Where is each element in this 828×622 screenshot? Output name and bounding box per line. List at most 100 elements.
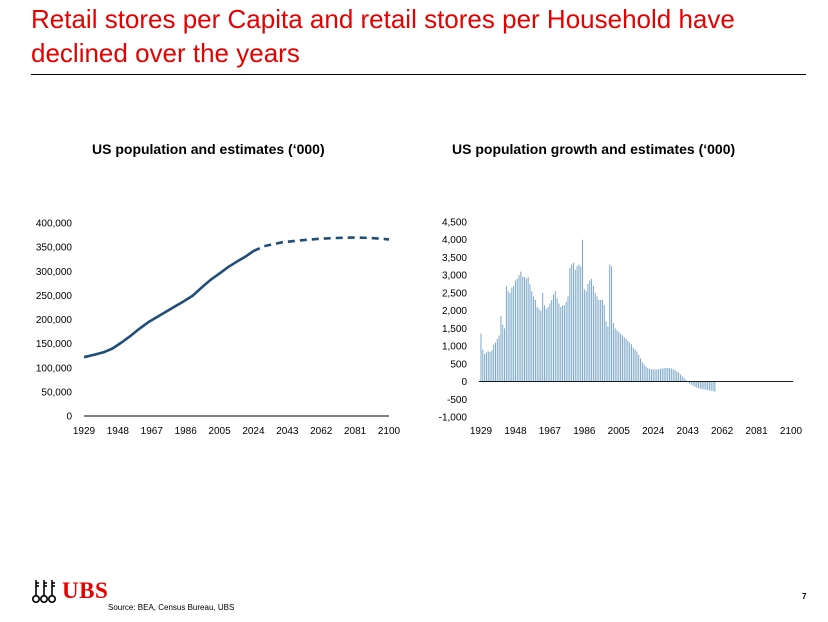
growth-bar [511, 287, 513, 382]
x-tick-label: 1948 [504, 426, 527, 437]
y-tick-label: 1,000 [442, 342, 467, 353]
growth-bar [634, 349, 636, 382]
growth-bar [485, 352, 487, 382]
growth-bar [647, 368, 649, 382]
growth-bar [589, 280, 591, 382]
y-tick-label: 0 [66, 412, 72, 423]
growth-bar [558, 303, 560, 382]
growth-bar [712, 381, 714, 392]
y-tick-label: 400,000 [36, 219, 73, 230]
growth-bar [598, 300, 600, 382]
growth-bar [491, 350, 493, 382]
growth-bar [665, 368, 667, 382]
growth-bar [605, 321, 607, 382]
growth-bar [645, 366, 647, 382]
growth-bar [632, 347, 634, 382]
population-line-chart: 0 50,000 100,000 150,000 200,000 250,000 300,0… [36, 219, 401, 438]
growth-bar [688, 381, 690, 384]
growth-bar [567, 296, 569, 382]
x-tick-label: 2024 [642, 426, 665, 437]
growth-bar [640, 358, 642, 382]
growth-bar [636, 351, 638, 382]
y-tick-label: 350,000 [36, 243, 73, 254]
growth-bar [509, 292, 511, 382]
growth-bar [698, 381, 700, 389]
growth-bar [708, 381, 710, 391]
x-tick-label: 2062 [310, 426, 333, 437]
growth-bar [592, 285, 594, 382]
headline-divider [31, 74, 806, 75]
growth-bar [676, 371, 678, 382]
growth-bar [625, 339, 627, 382]
growth-bar [554, 291, 556, 382]
growth-bar [556, 298, 558, 382]
growth-bar [583, 289, 585, 382]
x-tick-label: 2043 [276, 426, 299, 437]
growth-bar [547, 307, 549, 382]
growth-bar [621, 335, 623, 382]
growth-bar [543, 305, 545, 382]
growth-bar [690, 381, 692, 385]
y-tick-label: 2,000 [442, 306, 467, 317]
y-tick-label: 0 [461, 377, 467, 388]
growth-bar [572, 262, 574, 382]
chart-title-population: US population and estimates (‘000) [92, 141, 325, 157]
slide-headline: Retail stores per Capita and retail stor… [31, 4, 735, 68]
growth-bar [538, 308, 540, 382]
growth-bar [578, 264, 580, 382]
growth-bar [618, 331, 620, 382]
growth-bar [582, 239, 584, 382]
y-tick-label: 500 [450, 359, 467, 370]
growth-bar [513, 285, 515, 382]
growth-bar [545, 308, 547, 382]
ubs-logo: UBS [30, 576, 108, 606]
growth-bar [520, 271, 522, 382]
x-tick-label: 2081 [745, 426, 768, 437]
growth-bar [529, 284, 531, 382]
growth-bar [609, 264, 611, 382]
growth-bar [540, 310, 542, 382]
growth-bar [531, 291, 533, 382]
growth-bar [563, 305, 565, 382]
growth-bar [525, 278, 527, 382]
growth-bar [596, 296, 598, 382]
growth-bar [699, 381, 701, 389]
y-tick-label: 4,000 [442, 235, 467, 246]
x-tick-label: 2081 [344, 426, 367, 437]
x-tick-label: 2043 [677, 426, 700, 437]
x-tick-label: 2100 [780, 426, 803, 437]
growth-bar [576, 266, 578, 382]
source-note: Source: BEA, Census Bureau, UBS [108, 603, 235, 612]
x-tick-label: 1967 [539, 426, 562, 437]
growth-bar [710, 381, 712, 391]
x-tick-label: 2062 [711, 426, 734, 437]
growth-bar [678, 372, 680, 382]
growth-bar [659, 368, 661, 382]
growth-bar [504, 328, 506, 382]
growth-bar [585, 291, 587, 382]
x-tick-label: 1929 [73, 426, 96, 437]
growth-bar [714, 381, 716, 392]
growth-bar [701, 381, 703, 389]
estimate-line [252, 236, 390, 253]
growth-bar [516, 278, 518, 382]
growth-bar [580, 266, 582, 382]
growth-bar [703, 381, 705, 390]
growth-bar [484, 353, 486, 382]
growth-bar [674, 370, 676, 382]
growth-bar [658, 369, 660, 382]
growth-bar [650, 369, 652, 382]
y-tick-label: 200,000 [36, 315, 73, 326]
y-tick-label: 1,500 [442, 324, 467, 335]
y-tick-label: 2,500 [442, 288, 467, 299]
chart-title-growth: US population growth and estimates (‘000… [452, 141, 736, 157]
y-tick-label: 50,000 [41, 387, 72, 398]
growth-bar [679, 374, 681, 382]
growth-bar [496, 339, 498, 382]
growth-bar [620, 333, 622, 382]
y-tick-label: -1,000 [439, 413, 468, 424]
growth-bar [571, 264, 573, 382]
growth-bar [663, 368, 665, 382]
x-tick-label: 2100 [378, 426, 401, 437]
growth-bar [707, 381, 709, 391]
